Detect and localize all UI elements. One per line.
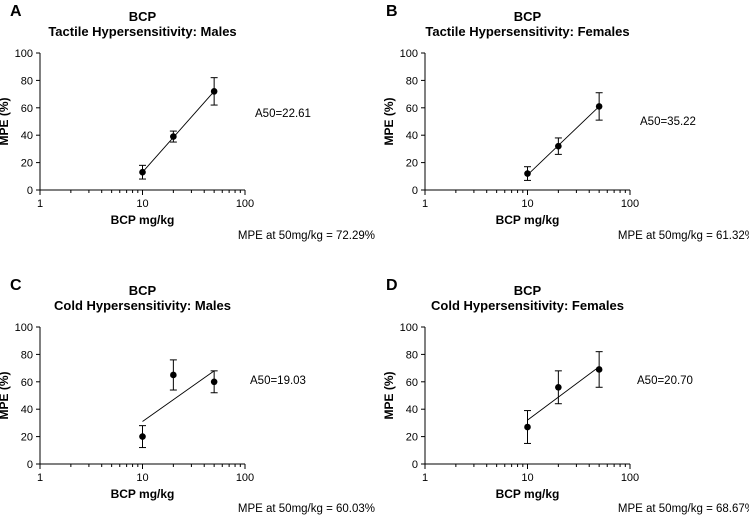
chart-subtitle: Cold Hypersensitivity: Males	[54, 298, 231, 313]
a50-annotation: A50=22.61	[255, 108, 311, 120]
x-tick-label: 100	[236, 198, 254, 210]
y-tick-label: 80	[406, 349, 418, 361]
y-tick-label: 100	[15, 48, 33, 60]
fit-line	[527, 366, 600, 421]
y-tick-label: 60	[406, 377, 418, 389]
x-tick-label: 10	[521, 472, 533, 484]
y-tick-label: 100	[15, 322, 33, 334]
y-tick-label: 0	[412, 459, 418, 471]
x-tick-label: 1	[37, 198, 43, 210]
fit-line	[527, 106, 600, 176]
data-point	[170, 133, 177, 140]
y-axis-label: MPE (%)	[382, 97, 396, 145]
panel-letter: B	[386, 3, 398, 20]
y-tick-label: 40	[406, 130, 418, 142]
a50-annotation: A50=19.03	[250, 375, 306, 387]
y-axis-label: MPE (%)	[0, 97, 11, 145]
y-tick-label: 60	[21, 103, 33, 115]
data-point	[210, 378, 218, 386]
y-tick-label: 80	[21, 349, 33, 361]
x-tick-label: 100	[621, 198, 639, 210]
y-tick-label: 60	[406, 103, 418, 115]
panel-letter: A	[10, 3, 22, 20]
y-tick-label: 0	[412, 185, 418, 197]
mpe-footnote: MPE at 50mg/kg = 68.67%	[618, 503, 749, 515]
data-point	[595, 103, 603, 110]
chart-title: BCP	[129, 283, 157, 298]
y-axis-label: MPE (%)	[0, 371, 11, 419]
data-point	[210, 88, 218, 95]
x-tick-label: 10	[521, 198, 533, 210]
x-axis-label: BCP mg/kg	[111, 487, 175, 501]
x-tick-label: 1	[37, 472, 43, 484]
y-tick-label: 80	[406, 75, 418, 87]
y-tick-label: 0	[27, 459, 33, 471]
mpe-footnote: MPE at 50mg/kg = 60.03%	[238, 503, 375, 515]
fit-line	[142, 370, 215, 422]
data-point	[524, 170, 531, 177]
y-axis-label: MPE (%)	[382, 371, 396, 419]
chart-title: BCP	[514, 283, 542, 298]
x-tick-label: 1	[422, 472, 428, 484]
y-tick-label: 40	[21, 404, 33, 416]
data-point	[170, 371, 177, 379]
y-tick-label: 20	[21, 158, 33, 170]
chart-title: BCP	[129, 9, 157, 24]
data-point	[139, 433, 146, 440]
fit-line	[142, 91, 215, 173]
chart-subtitle: Tactile Hypersensitivity: Females	[425, 24, 629, 39]
y-tick-label: 100	[400, 48, 418, 60]
chart-subtitle: Tactile Hypersensitivity: Males	[48, 24, 236, 39]
x-tick-label: 10	[136, 198, 148, 210]
x-tick-label: 10	[136, 472, 148, 484]
mpe-footnote: MPE at 50mg/kg = 61.32%	[618, 230, 749, 242]
x-tick-label: 100	[621, 472, 639, 484]
data-point	[555, 383, 562, 391]
y-tick-label: 20	[406, 158, 418, 170]
panel-letter: D	[386, 277, 398, 294]
y-tick-label: 100	[400, 322, 418, 334]
chart-title: BCP	[514, 9, 542, 24]
y-tick-label: 60	[21, 377, 33, 389]
data-point	[139, 168, 146, 176]
x-tick-label: 100	[236, 472, 254, 484]
x-axis-label: BCP mg/kg	[496, 213, 560, 227]
x-axis-label: BCP mg/kg	[496, 487, 560, 501]
chart-subtitle: Cold Hypersensitivity: Females	[431, 298, 624, 313]
mpe-footnote: MPE at 50mg/kg = 72.29%	[238, 230, 375, 242]
y-tick-label: 20	[406, 432, 418, 444]
x-tick-label: 1	[422, 198, 428, 210]
x-axis-label: BCP mg/kg	[111, 213, 175, 227]
a50-annotation: A50=35.22	[640, 116, 696, 128]
y-tick-label: 40	[21, 130, 33, 142]
data-point	[524, 423, 531, 431]
y-tick-label: 20	[21, 432, 33, 444]
a50-annotation: A50=20.70	[637, 375, 693, 387]
y-tick-label: 80	[21, 75, 33, 87]
y-tick-label: 0	[27, 185, 33, 197]
data-point	[555, 142, 562, 150]
data-point	[595, 366, 603, 373]
y-tick-label: 40	[406, 404, 418, 416]
panel-letter: C	[10, 277, 22, 294]
